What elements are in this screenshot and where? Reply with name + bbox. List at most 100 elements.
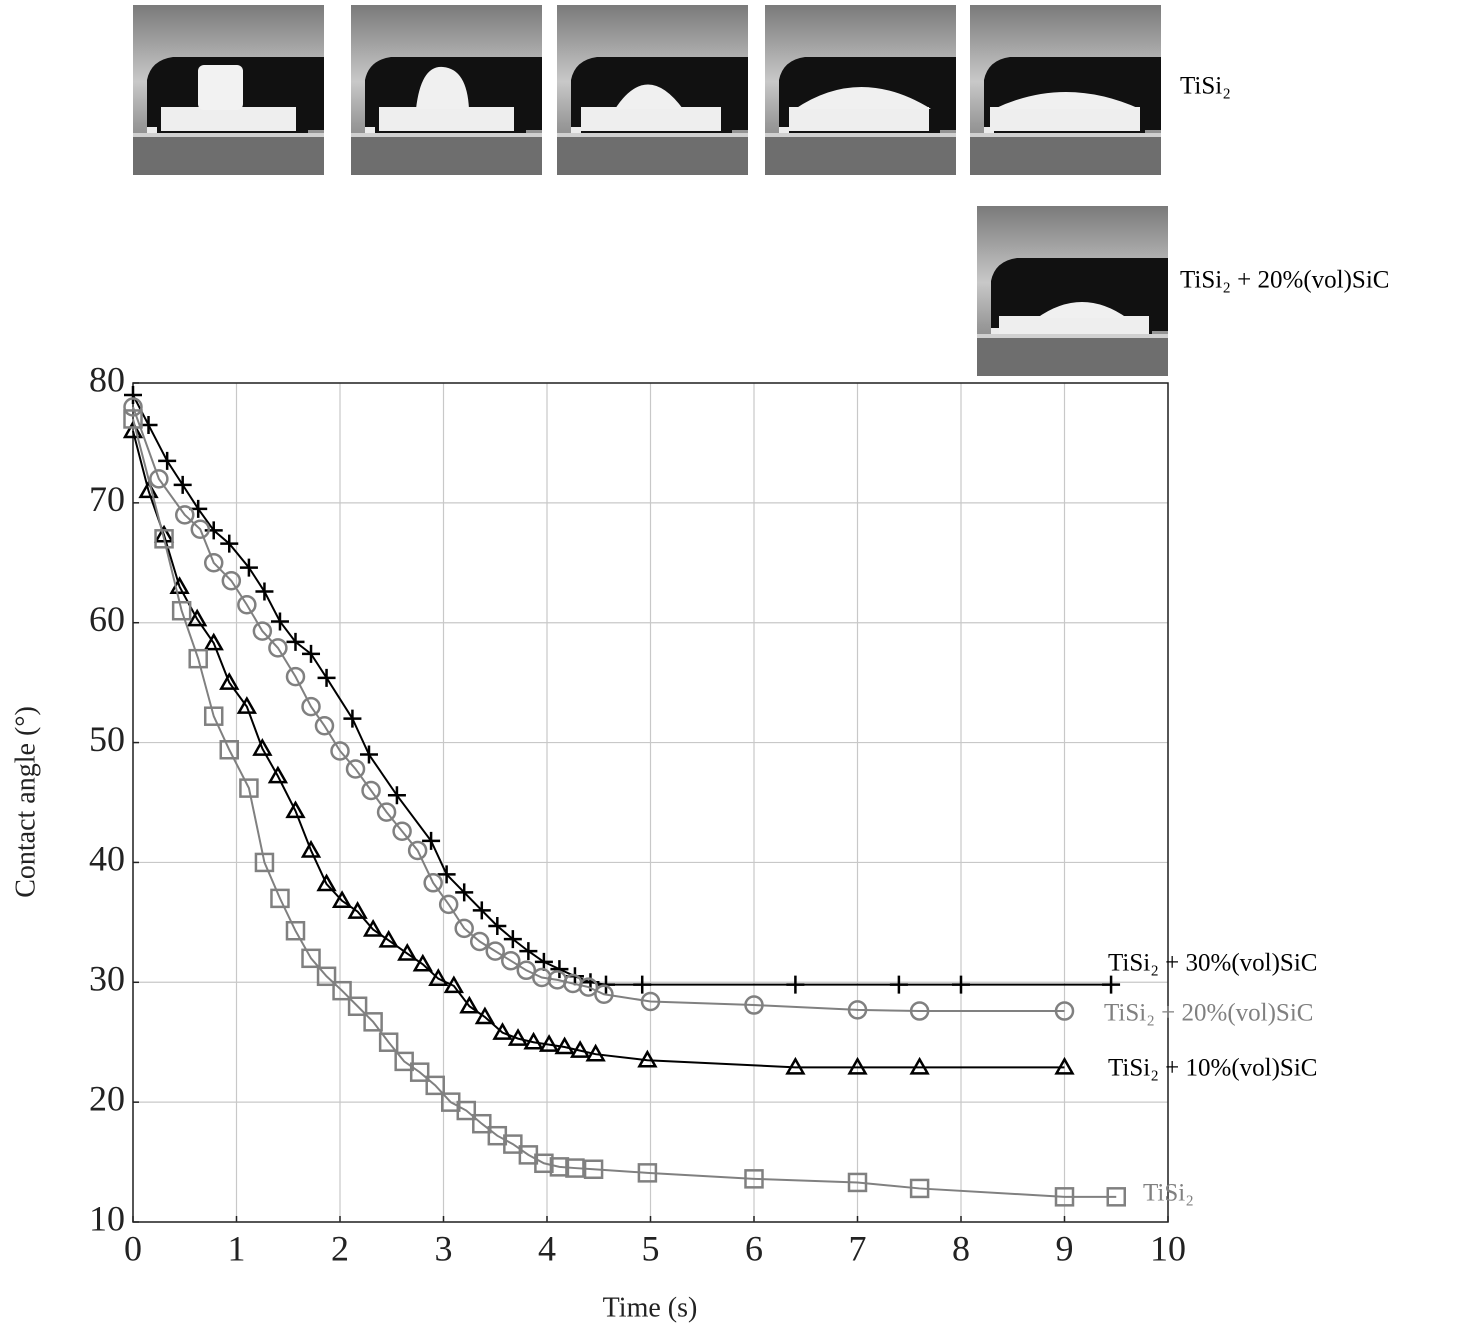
y-tick-label: 80: [89, 359, 125, 399]
x-tick-label: 0: [124, 1228, 142, 1268]
marker: [397, 943, 418, 961]
marker: [585, 1043, 606, 1062]
marker: [637, 1049, 658, 1068]
marker: [443, 975, 465, 994]
marker: [744, 995, 764, 1015]
marker: [236, 696, 258, 714]
y-tick-label: 40: [89, 839, 125, 879]
y-tick-label: 60: [89, 599, 125, 639]
x-tick-label: 3: [435, 1228, 453, 1268]
marker: [123, 397, 143, 417]
marker: [173, 475, 192, 494]
marker: [407, 840, 428, 861]
marker: [1054, 1187, 1075, 1207]
marker: [744, 1169, 764, 1189]
marker: [437, 865, 456, 884]
marker: [347, 996, 368, 1017]
marker: [343, 709, 362, 728]
x-tick-label: 2: [331, 1228, 349, 1268]
x-tick-label: 6: [745, 1228, 763, 1268]
series-label: TiSi₂ + 10%(vol)SiC: [1108, 1055, 1317, 1082]
marker: [909, 1001, 930, 1021]
x-tick-label: 7: [849, 1228, 867, 1268]
marker: [378, 929, 399, 948]
marker: [1102, 975, 1121, 994]
series-line: [132, 418, 1117, 1198]
marker: [345, 759, 366, 779]
photo: [351, 5, 542, 175]
marker: [124, 385, 142, 404]
marker: [889, 975, 908, 994]
marker: [633, 975, 652, 994]
photo-label: TiSi₂: [1180, 73, 1231, 100]
marker: [239, 558, 258, 577]
marker: [301, 948, 321, 969]
marker: [578, 977, 599, 997]
marker: [255, 582, 274, 601]
marker: [409, 1062, 430, 1082]
photo: [765, 5, 956, 175]
marker: [203, 553, 224, 573]
marker: [640, 991, 661, 1012]
marker: [519, 942, 538, 961]
marker: [469, 931, 490, 952]
marker: [219, 740, 240, 760]
marker: [569, 1040, 591, 1058]
marker: [438, 894, 459, 915]
marker: [637, 1163, 658, 1183]
marker: [362, 919, 384, 937]
marker: [394, 1051, 414, 1072]
marker: [220, 534, 239, 553]
marker: [534, 952, 553, 971]
marker: [254, 852, 275, 873]
marker: [596, 975, 615, 994]
y-tick-label: 70: [89, 479, 125, 519]
marker: [203, 632, 224, 651]
marker: [138, 480, 159, 499]
marker: [785, 1056, 806, 1075]
marker: [190, 519, 211, 539]
marker: [268, 638, 288, 658]
marker: [909, 1178, 930, 1199]
series-label: TiSi₂: [1143, 1180, 1194, 1207]
marker: [456, 1100, 477, 1121]
marker: [188, 648, 208, 669]
marker: [1106, 1187, 1126, 1207]
marker: [330, 741, 350, 761]
marker: [317, 668, 336, 687]
marker: [485, 941, 505, 961]
marker: [158, 451, 177, 470]
y-tick-label: 50: [89, 719, 125, 759]
marker: [175, 505, 195, 525]
marker: [171, 600, 192, 621]
marker: [455, 883, 474, 902]
x-tick-label: 9: [1056, 1228, 1074, 1268]
marker: [387, 786, 406, 805]
marker: [507, 1028, 529, 1046]
marker: [237, 594, 257, 615]
marker: [952, 975, 970, 994]
marker: [534, 1153, 554, 1174]
marker: [523, 1031, 544, 1050]
marker: [203, 706, 224, 726]
series-label: TiSi₂ + 30%(vol)SiC: [1108, 950, 1317, 977]
marker: [1054, 1056, 1075, 1075]
x-axis-label: Time (s): [603, 1292, 698, 1323]
marker: [347, 901, 368, 919]
marker: [239, 778, 259, 798]
marker: [392, 821, 412, 842]
marker: [316, 873, 337, 892]
y-axis-label: Contact angle (°): [10, 706, 41, 898]
marker: [422, 831, 441, 850]
series-label: TiSi₂ + 20%(vol)SiC: [1104, 1000, 1313, 1027]
marker: [252, 621, 273, 641]
marker: [359, 745, 378, 764]
series-line: [132, 430, 1065, 1069]
y-tick-label: 20: [89, 1078, 125, 1118]
marker: [847, 1172, 868, 1193]
photo: [977, 206, 1168, 376]
marker: [554, 1036, 575, 1055]
marker: [149, 469, 169, 489]
photo: [970, 5, 1161, 175]
marker: [503, 930, 522, 949]
